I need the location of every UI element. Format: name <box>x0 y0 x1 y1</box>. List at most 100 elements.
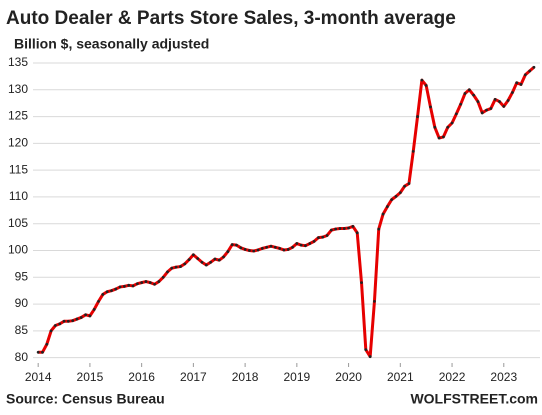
data-point <box>118 285 122 289</box>
data-point <box>506 99 510 102</box>
y-tick-label: 115 <box>9 162 28 176</box>
data-point <box>235 243 238 247</box>
data-point <box>515 81 519 85</box>
data-point <box>450 121 454 125</box>
data-point <box>265 245 269 249</box>
data-point <box>161 275 165 279</box>
data-point <box>532 65 536 69</box>
data-point <box>97 299 100 303</box>
data-point <box>321 235 325 239</box>
data-point <box>222 255 225 259</box>
data-point <box>407 182 411 185</box>
data-point <box>325 234 329 237</box>
data-point <box>390 198 394 202</box>
data-point <box>403 184 407 188</box>
data-point <box>467 88 471 92</box>
data-point <box>183 262 187 266</box>
chart-title: Auto Dealer & Parts Store Sales, 3-month… <box>6 8 456 29</box>
data-point <box>71 319 75 323</box>
data-point <box>170 266 174 270</box>
data-point <box>157 280 161 283</box>
x-tick-label: 2015 <box>77 370 104 384</box>
data-point <box>368 355 372 358</box>
data-point <box>355 231 359 235</box>
data-point <box>49 329 53 333</box>
data-point <box>433 125 437 129</box>
data-point <box>429 105 432 109</box>
data-point <box>127 283 131 287</box>
data-point <box>36 350 40 354</box>
y-tick-label: 85 <box>15 323 29 337</box>
data-point <box>338 227 342 230</box>
x-tick-label: 2022 <box>439 370 466 384</box>
data-point <box>196 257 200 260</box>
x-tick-label: 2016 <box>128 370 155 384</box>
data-point <box>308 242 312 245</box>
brand: WOLFSTREET.com <box>410 391 538 407</box>
data-point <box>260 246 264 250</box>
data-point <box>360 281 363 285</box>
data-point <box>519 83 523 86</box>
data-point <box>463 92 467 95</box>
data-point <box>394 194 398 198</box>
data-point <box>476 100 480 103</box>
y-tick-label: 130 <box>8 82 28 96</box>
data-point <box>92 308 96 311</box>
data-point <box>502 104 506 108</box>
data-point <box>377 227 381 231</box>
data-point <box>269 244 273 248</box>
source-note: Source: Census Bureau <box>6 391 165 407</box>
data-point <box>398 191 402 195</box>
data-point <box>204 263 208 267</box>
data-point <box>480 111 484 115</box>
data-point <box>459 102 463 106</box>
data-point <box>295 242 299 245</box>
data-point <box>230 243 234 247</box>
data-point <box>416 115 419 118</box>
y-tick-label: 125 <box>8 109 28 123</box>
data-point <box>243 248 247 251</box>
y-tick-label: 110 <box>9 189 28 203</box>
data-point <box>364 348 368 352</box>
data-point <box>373 299 376 303</box>
data-point <box>187 258 191 262</box>
data-point <box>498 100 501 103</box>
data-point <box>179 265 182 268</box>
data-point <box>252 249 256 253</box>
x-tick-label: 2018 <box>232 370 259 384</box>
data-point <box>114 287 118 291</box>
data-point <box>135 282 139 286</box>
data-point <box>329 228 333 232</box>
data-point <box>79 316 83 319</box>
data-point <box>282 248 286 252</box>
data-point <box>528 69 532 73</box>
data-point <box>84 313 88 317</box>
data-point <box>105 290 109 294</box>
data-point <box>58 322 62 326</box>
data-point <box>351 224 355 228</box>
data-point <box>248 249 251 252</box>
data-point <box>424 84 428 87</box>
data-point <box>286 248 290 251</box>
x-tick-label: 2019 <box>283 370 310 384</box>
chart-subtitle: Billion $, seasonally adjusted <box>14 36 209 52</box>
data-point <box>442 135 445 139</box>
data-point <box>191 253 195 257</box>
data-point <box>317 236 320 240</box>
data-point <box>66 319 70 323</box>
data-point <box>110 289 113 293</box>
data-point <box>131 284 135 288</box>
data-point <box>493 98 497 101</box>
y-tick-label: 90 <box>15 296 29 310</box>
data-point <box>256 248 260 252</box>
y-tick-label: 95 <box>15 269 29 283</box>
x-tick-label: 2023 <box>490 370 517 384</box>
data-point <box>153 282 156 286</box>
data-point <box>54 324 57 327</box>
data-point <box>273 245 277 249</box>
data-point <box>299 243 303 247</box>
data-point <box>213 257 217 261</box>
data-point <box>88 314 92 318</box>
